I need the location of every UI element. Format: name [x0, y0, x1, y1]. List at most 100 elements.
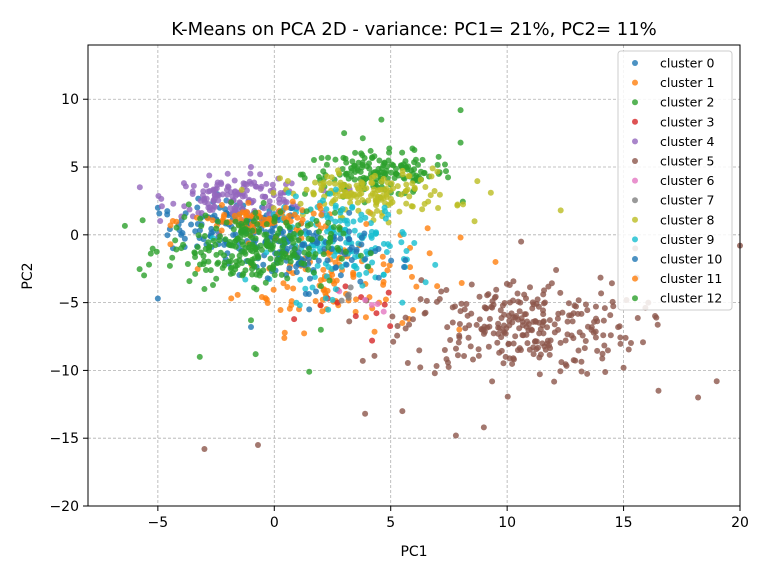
data-point	[213, 185, 220, 192]
data-point	[452, 345, 459, 352]
data-point	[185, 201, 192, 208]
y-tick-label: 10	[61, 92, 79, 108]
data-point	[323, 206, 330, 213]
data-point	[557, 207, 564, 214]
data-point	[378, 196, 385, 203]
data-point	[480, 326, 487, 333]
data-point	[417, 176, 424, 183]
data-point	[497, 307, 504, 314]
data-point	[518, 315, 525, 322]
data-point	[369, 174, 376, 181]
data-point	[422, 183, 429, 190]
data-point	[488, 303, 495, 310]
legend: cluster 0 cluster 1 cluster 2 cluster 3 clus…	[617, 50, 733, 311]
data-point	[541, 287, 548, 294]
data-point	[418, 168, 425, 175]
data-point	[399, 228, 406, 235]
data-point	[506, 317, 513, 324]
data-point	[206, 172, 213, 179]
data-point	[294, 214, 301, 221]
data-point	[249, 271, 256, 278]
data-point	[173, 224, 180, 231]
data-point	[342, 283, 349, 290]
data-point	[200, 188, 207, 195]
data-point	[353, 296, 360, 303]
legend-label: cluster 5	[660, 154, 714, 169]
data-point	[498, 334, 505, 341]
data-point	[267, 255, 274, 262]
data-point	[202, 245, 209, 252]
data-point	[221, 211, 228, 218]
data-point	[303, 208, 310, 215]
data-point	[495, 320, 502, 327]
data-point	[310, 210, 317, 217]
data-point	[266, 198, 273, 205]
data-point	[313, 217, 320, 224]
data-point	[403, 181, 410, 188]
data-point	[218, 227, 225, 234]
data-point	[484, 292, 491, 299]
data-point	[315, 257, 322, 264]
data-point	[208, 230, 215, 237]
data-point	[332, 259, 339, 266]
data-point	[362, 214, 369, 221]
data-point	[289, 249, 296, 256]
data-point	[369, 259, 376, 266]
data-point	[599, 355, 606, 362]
data-point	[423, 297, 430, 304]
data-point	[245, 199, 252, 206]
data-point	[274, 256, 281, 263]
data-point	[458, 300, 465, 307]
data-point	[456, 320, 463, 327]
data-point	[277, 190, 284, 197]
data-point	[156, 210, 163, 217]
legend-label: cluster 6	[660, 173, 714, 188]
data-point	[234, 291, 241, 298]
data-point	[167, 241, 174, 248]
data-point	[419, 206, 426, 213]
data-point	[277, 208, 284, 215]
data-point	[317, 235, 324, 242]
data-point	[363, 221, 370, 228]
data-point	[600, 332, 607, 339]
data-point	[569, 318, 576, 325]
data-point	[342, 248, 349, 255]
data-point	[239, 260, 246, 267]
data-point	[149, 245, 156, 252]
data-point	[318, 211, 325, 218]
data-point	[559, 309, 566, 316]
data-point	[510, 340, 517, 347]
data-point	[363, 269, 370, 276]
data-point	[236, 199, 243, 206]
data-point	[524, 340, 531, 347]
data-point	[337, 193, 344, 200]
data-point	[381, 301, 388, 308]
data-point	[153, 248, 160, 255]
data-point	[475, 352, 482, 359]
data-point	[401, 264, 408, 271]
data-point	[380, 308, 387, 315]
data-point	[297, 276, 304, 283]
legend-marker	[632, 177, 638, 184]
data-point	[443, 287, 450, 294]
data-point	[444, 359, 451, 366]
data-point	[257, 171, 264, 178]
data-point	[293, 269, 300, 276]
data-point	[262, 295, 269, 302]
data-point	[357, 216, 364, 223]
data-point	[581, 345, 588, 352]
data-point	[238, 226, 245, 233]
data-point	[575, 347, 582, 354]
y-tick-label: −20	[49, 499, 79, 515]
legend-marker	[632, 118, 638, 125]
data-point	[433, 363, 440, 370]
data-point	[371, 153, 378, 160]
data-point	[359, 135, 366, 142]
data-point	[305, 266, 312, 273]
data-point	[537, 351, 544, 358]
data-point	[454, 202, 461, 209]
data-point	[324, 173, 331, 180]
data-point	[362, 296, 369, 303]
data-point	[284, 275, 291, 282]
data-point	[363, 185, 370, 192]
